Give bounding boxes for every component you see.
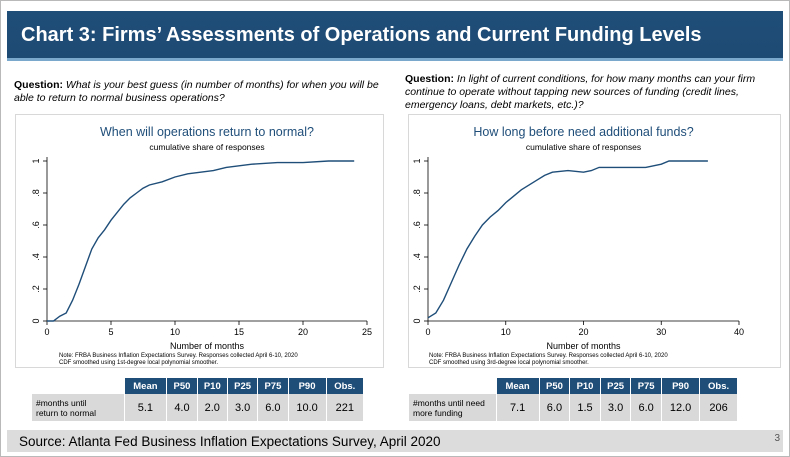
right-y-tick-label: 1 [412, 158, 422, 163]
right-x-tick-label: 30 [656, 327, 666, 337]
left-header-p50: P50 [166, 378, 198, 394]
left-table-row: #months until return to normal 5.1 4.0 2… [32, 394, 365, 421]
left-header-p10: P10 [197, 378, 228, 394]
left-y-tick-label: .2 [31, 285, 41, 293]
right-question-text: In light of current conditions, for how … [405, 73, 756, 111]
left-question-label: Question: [14, 79, 63, 91]
right-cell-p50: 6.0 [539, 394, 571, 421]
left-x-tick-label: 10 [170, 327, 180, 337]
source-text: Source: Atlanta Fed Business Inflation E… [19, 434, 441, 449]
right-note-line1: Note: FRBA Business Inflation Expectatio… [429, 353, 668, 359]
left-x-tick-label: 25 [362, 327, 372, 337]
left-note-line2: CDF smoothed using 1st-degree local poly… [59, 360, 218, 366]
left-row-label: #months until return to normal [32, 394, 125, 421]
left-x-axis-label: Number of months [170, 341, 245, 351]
right-row-label-line2: more funding [413, 407, 463, 418]
left-y-tick-label: .4 [31, 253, 41, 261]
left-header-mean: Mean [124, 378, 168, 394]
left-series-line-0 [47, 160, 355, 322]
left-chart: When will operations return to normal? cu… [31, 125, 372, 366]
left-header-p90: P90 [288, 378, 327, 394]
left-x-tick-label: 15 [234, 327, 244, 337]
right-y-tick-label: .8 [412, 189, 422, 197]
left-cell-obs: 221 [326, 394, 365, 421]
right-chart-subtitle: cumulative share of responses [526, 142, 641, 152]
right-table-row: #months until need more funding 7.1 6.0 … [409, 394, 738, 421]
right-y-tick-label: 0 [412, 318, 422, 323]
right-header-p50: P50 [539, 378, 571, 394]
left-row-label-line2: return to normal [36, 407, 96, 418]
right-cell-p25: 3.0 [600, 394, 632, 421]
left-question: Question: What is your best guess (in nu… [14, 79, 384, 105]
left-cell-p75: 6.0 [257, 394, 289, 421]
left-y-tick-label: 0 [31, 318, 41, 323]
right-cell-mean: 7.1 [496, 394, 540, 421]
right-y-tick-label: .6 [412, 221, 422, 229]
right-x-tick-label: 10 [501, 327, 511, 337]
right-header-p90: P90 [661, 378, 701, 394]
right-y-tick-label: .4 [412, 253, 422, 261]
left-table-corner [32, 378, 125, 394]
right-row-label-line1: #months until need [413, 397, 485, 408]
left-row-label-line1: #months until [36, 397, 87, 408]
right-cell-p75: 6.0 [630, 394, 662, 421]
left-cell-p10: 2.0 [197, 394, 228, 421]
right-cell-p90: 12.0 [661, 394, 701, 421]
right-header-obs: Obs. [699, 378, 738, 394]
right-cell-obs: 206 [699, 394, 738, 421]
right-x-axis-label: Number of months [546, 341, 621, 351]
source-bar: Source: Atlanta Fed Business Inflation E… [7, 430, 783, 452]
right-chart-title: How long before need additional funds? [473, 125, 693, 139]
right-y-tick-label: .2 [412, 285, 422, 293]
title-bar: Chart 3: Firms’ Assessments of Operation… [7, 11, 783, 61]
left-stats-table: Mean P50 P10 P25 P75 P90 Obs. #months un… [32, 378, 365, 421]
left-cell-mean: 5.1 [124, 394, 168, 421]
left-y-tick-label: .6 [31, 221, 41, 229]
right-cell-p10: 1.5 [569, 394, 601, 421]
left-y-tick-label: 1 [31, 158, 41, 163]
left-y-tick-label: .8 [31, 189, 41, 197]
left-x-tick-label: 5 [108, 327, 113, 337]
left-header-p25: P25 [227, 378, 259, 394]
right-note-line2: CDF smoothed using 3rd-degree local poly… [429, 360, 589, 366]
right-header-p10: P10 [569, 378, 601, 394]
left-chart-title: When will operations return to normal? [100, 125, 314, 139]
right-x-tick-label: 40 [734, 327, 744, 337]
right-x-tick-label: 20 [578, 327, 588, 337]
left-table-header-row: Mean P50 P10 P25 P75 P90 Obs. [32, 378, 365, 394]
right-header-mean: Mean [496, 378, 540, 394]
left-header-p75: P75 [257, 378, 289, 394]
right-chart: How long before need additional funds? cu… [412, 125, 744, 366]
left-cell-p50: 4.0 [166, 394, 198, 421]
right-header-p75: P75 [630, 378, 662, 394]
right-series-line-0 [427, 160, 708, 319]
right-stats-table: Mean P50 P10 P25 P75 P90 Obs. #months un… [409, 378, 738, 421]
left-note-line1: Note: FRBA Business Inflation Expectatio… [59, 353, 298, 359]
left-x-tick-label: 0 [44, 327, 49, 337]
slide-title: Chart 3: Firms’ Assessments of Operation… [21, 24, 702, 46]
left-cell-p90: 10.0 [288, 394, 327, 421]
left-cell-p25: 3.0 [227, 394, 259, 421]
right-row-label: #months until need more funding [409, 394, 497, 421]
left-chart-panel: When will operations return to normal? cu… [15, 114, 384, 368]
left-x-tick-label: 20 [298, 327, 308, 337]
right-table-header-row: Mean P50 P10 P25 P75 P90 Obs. [409, 378, 738, 394]
left-question-text: What is your best guess (in number of mo… [14, 79, 379, 104]
right-table-corner [409, 378, 497, 394]
left-chart-subtitle: cumulative share of responses [149, 142, 264, 152]
page-number: 3 [774, 433, 780, 444]
right-x-tick-label: 0 [425, 327, 430, 337]
right-chart-panel: How long before need additional funds? cu… [408, 114, 781, 368]
left-header-obs: Obs. [326, 378, 365, 394]
right-question-label: Question: [405, 73, 454, 85]
right-question: Question: In light of current conditions… [405, 73, 777, 112]
right-header-p25: P25 [600, 378, 632, 394]
